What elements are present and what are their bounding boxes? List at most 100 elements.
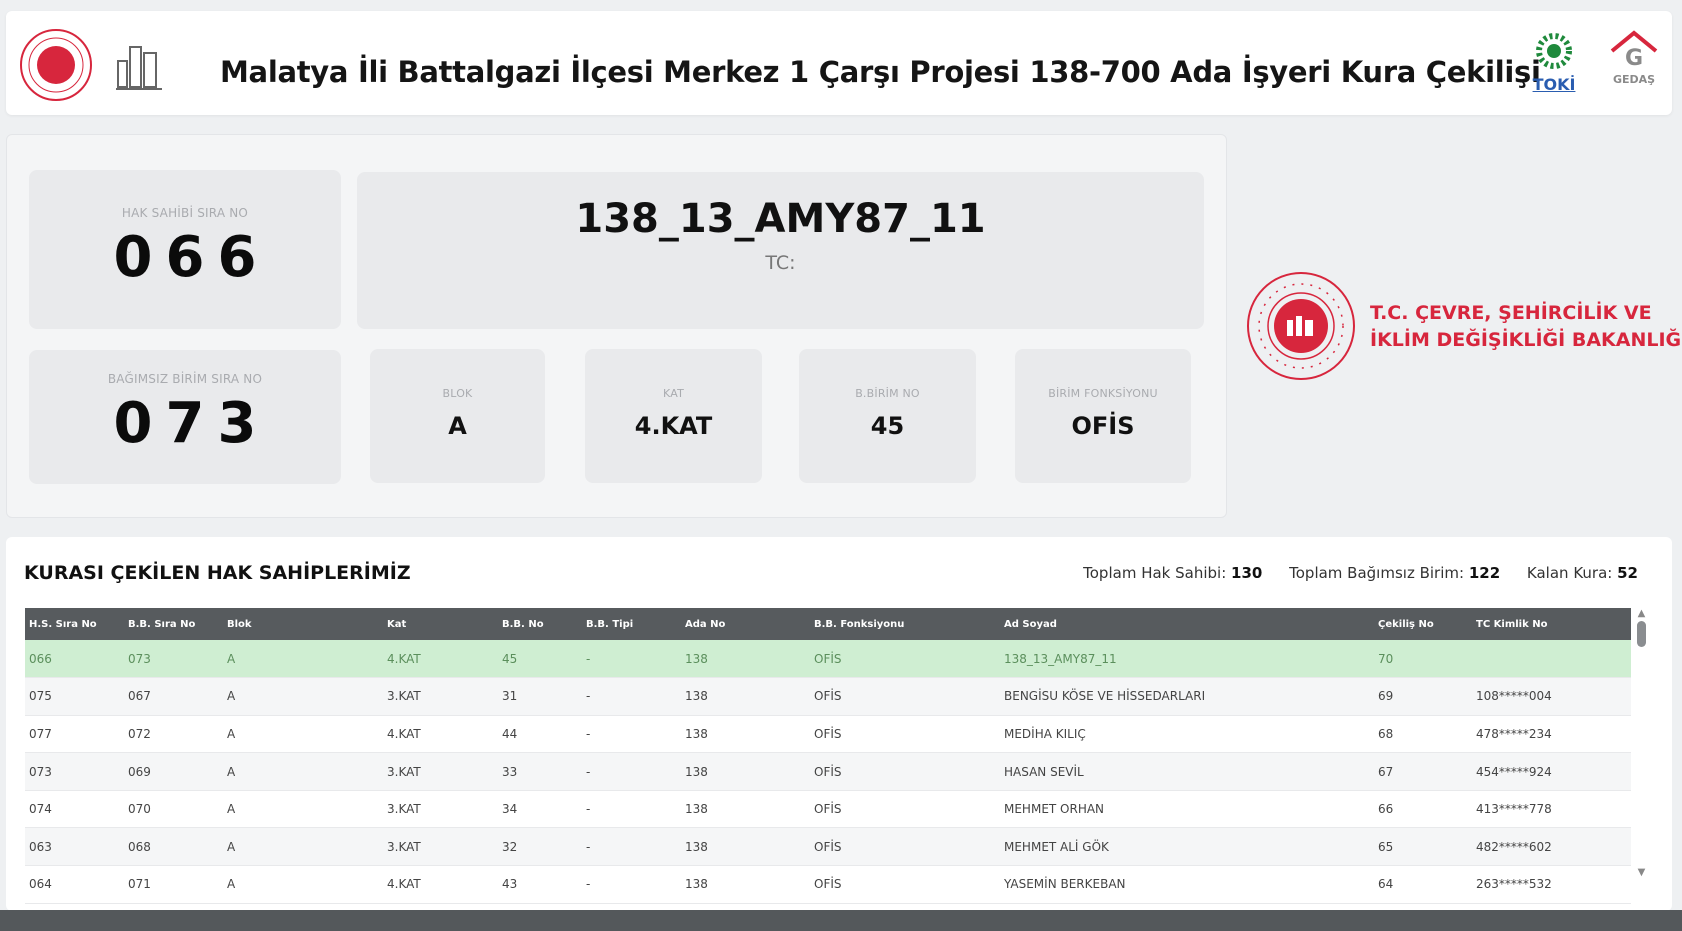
tc-label: TC: [765, 252, 796, 274]
table-cell: OFİS [810, 677, 1000, 716]
table-cell: - [582, 752, 681, 791]
table-cell: A [223, 715, 383, 754]
ministry-seal-logo [20, 29, 92, 101]
digit: 6 [217, 225, 257, 290]
table-cell: 66 [1374, 790, 1472, 829]
digit: 0 [113, 225, 153, 290]
toki-logo: TOKİ [1526, 31, 1582, 94]
table-cell: 070 [124, 790, 223, 829]
table-cell: - [582, 715, 681, 754]
table-cell: 138 [681, 752, 810, 791]
column-header: B.B. Fonksiyonu [810, 608, 1000, 640]
column-header: Çekiliş No [1374, 608, 1472, 640]
table-cell: 073 [124, 640, 223, 679]
table-cell: 069 [124, 752, 223, 791]
table-cell: - [582, 790, 681, 829]
building-logo [116, 46, 162, 90]
table-cell: 3.KAT [383, 752, 498, 791]
table-cell: 108*****004 [1472, 677, 1631, 716]
table-cell: 31 [498, 677, 582, 716]
drawn-name: 138_13_AMY87_11 [575, 196, 986, 242]
table-cell: 4.KAT [383, 715, 498, 754]
svg-text:G: G [1625, 46, 1643, 69]
table-cell: OFİS [810, 865, 1000, 904]
table-cell: 138 [681, 827, 810, 867]
gedas-label: GEDAŞ [1612, 73, 1656, 86]
blok-value: A [448, 412, 467, 440]
table-cell: A [223, 790, 383, 829]
ministry-name: T.C. ÇEVRE, ŞEHİRCİLİK VE İKLİM DEĞİŞİKL… [1370, 300, 1682, 354]
table-cell: 478*****234 [1472, 715, 1631, 754]
table-cell: 077 [25, 715, 124, 754]
table-cell: YASEMİN BERKEBAN [1000, 865, 1374, 904]
digit: 0 [113, 391, 153, 456]
column-header: B.B. Sıra No [124, 608, 223, 640]
table-cell: 138 [681, 865, 810, 904]
table-scrollbar[interactable]: ▲ ▼ [1631, 608, 1652, 878]
table-cell: 65 [1374, 827, 1472, 867]
list-title: KURASI ÇEKİLEN HAK SAHİPLERİMİZ [24, 562, 411, 584]
table-cell: 3.KAT [383, 827, 498, 867]
table-row: 074 070 A 3.KAT 34-138 OFİS MEHMET ORHAN 66 413*… [25, 790, 1631, 829]
column-header: TC Kimlik No [1472, 608, 1631, 640]
table-cell: OFİS [810, 640, 1000, 679]
table-cell: 3.KAT [383, 790, 498, 829]
ministry-seal-large-logo [1247, 272, 1355, 380]
column-header: Ada No [681, 608, 810, 640]
table-cell: 067 [124, 677, 223, 716]
kat-label: KAT [662, 387, 684, 400]
table-cell: A [223, 640, 383, 679]
table-cell: 263*****532 [1472, 865, 1631, 904]
table-cell: 068 [124, 827, 223, 867]
column-header: B.B. Tipi [582, 608, 681, 640]
blok-label: BLOK [442, 387, 473, 400]
kat-card: KAT 4.KAT [585, 349, 762, 483]
table-cell: 454*****924 [1472, 752, 1631, 791]
table-cell: 70 [1374, 640, 1472, 679]
column-header: B.B. No [498, 608, 582, 640]
table-cell: OFİS [810, 715, 1000, 754]
name-card: 138_13_AMY87_11 TC: [357, 172, 1204, 329]
page-title: Malatya İli Battalgazi İlçesi Merkez 1 Ç… [220, 55, 1541, 89]
table-cell: 64 [1374, 865, 1472, 904]
table-cell: 138 [681, 640, 810, 679]
table-cell: MEHMET ALİ GÖK [1000, 827, 1374, 867]
table-cell: MEHMET ORHAN [1000, 790, 1374, 829]
bbirim-label: B.BİRİM NO [855, 387, 920, 400]
fonksiyon-card: BİRİM FONKSİYONU OFİS [1015, 349, 1191, 483]
scroll-thumb[interactable] [1637, 621, 1646, 647]
gedas-logo: G GEDAŞ [1604, 29, 1664, 86]
scroll-up-icon[interactable]: ▲ [1637, 608, 1646, 619]
digit: 6 [165, 225, 205, 290]
table-cell: OFİS [810, 827, 1000, 867]
column-header: Kat [383, 608, 498, 640]
table-cell: - [582, 640, 681, 679]
table-cell: 064 [25, 865, 124, 904]
table-row-current: 066 073 A 4.KAT 45-138 OFİS 138_13_AMY87_11 70 [25, 640, 1631, 679]
table-cell: A [223, 677, 383, 716]
results-table: H.S. Sıra No B.B. Sıra No Blok Kat B.B. No B.… [25, 608, 1631, 904]
column-header: H.S. Sıra No [25, 608, 124, 640]
scroll-down-icon[interactable]: ▼ [1637, 867, 1646, 878]
table-row: 075 067 A 3.KAT 31-138 OFİS BENGİSU KÖSE VE Hİ… [25, 677, 1631, 716]
table-cell: 074 [25, 790, 124, 829]
ministry-line2: İKLİM DEĞİŞİKLİĞİ BAKANLIĞI [1370, 329, 1682, 351]
table-row: 064 071 A 4.KAT 43-138 OFİS YASEMİN BERKEBAN 64… [25, 865, 1631, 904]
bbirim-value: 45 [870, 412, 905, 440]
birim-card: BAĞIMSIZ BİRİM SIRA NO 0 7 3 [29, 350, 341, 484]
table-cell: 44 [498, 715, 582, 754]
table-cell: 066 [25, 640, 124, 679]
bottom-bar [0, 910, 1682, 931]
total-value: 130 [1231, 564, 1263, 582]
units-value: 122 [1468, 564, 1501, 582]
digit: 7 [165, 391, 205, 456]
table-cell: 063 [25, 827, 124, 867]
table-cell: 138 [681, 715, 810, 754]
table-row: 063 068 A 3.KAT 32-138 OFİS MEHMET ALİ GÖK 65 48… [25, 827, 1631, 867]
table-cell: 43 [498, 865, 582, 904]
hak-sahibi-label: HAK SAHİBİ SIRA NO [121, 206, 249, 220]
remaining-value: 52 [1617, 564, 1638, 582]
table-cell: 4.KAT [383, 640, 498, 679]
fonksiyon-value: OFİS [1071, 412, 1135, 440]
table-cell: A [223, 752, 383, 791]
